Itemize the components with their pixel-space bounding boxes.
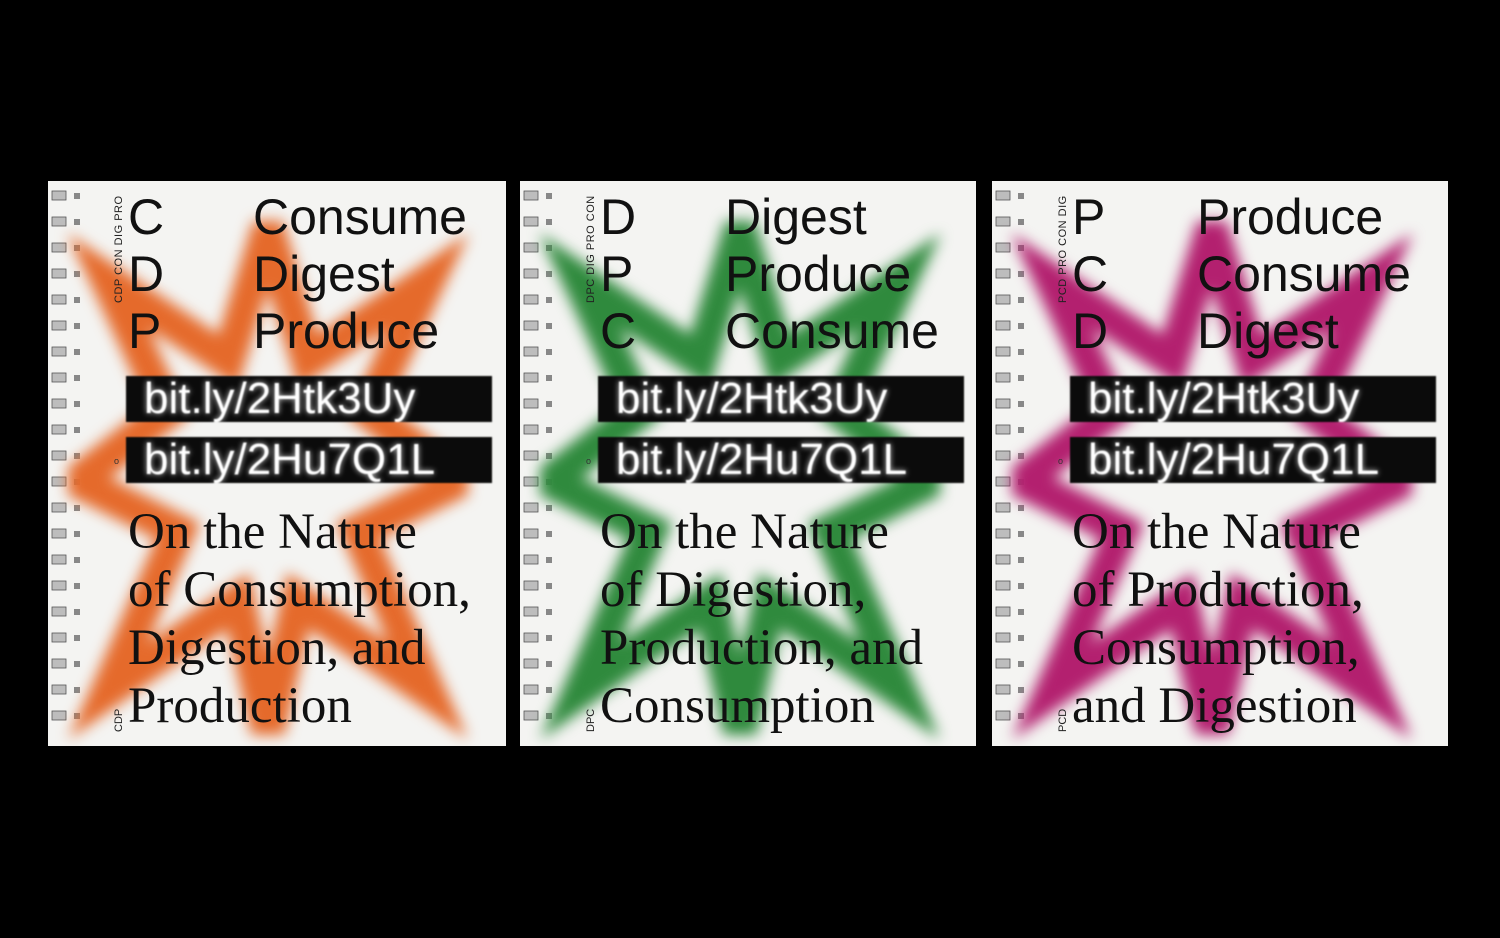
title-line: On the Nature <box>1072 504 1361 560</box>
starburst-shape <box>540 221 940 740</box>
title-line: On the Nature <box>128 504 417 560</box>
verb-word: Digest <box>253 246 395 302</box>
verb-list: Consume Digest Produce <box>253 189 467 360</box>
title-line: Consumption, <box>1072 620 1360 676</box>
cover-title: On the Nature of Digestion, Production, … <box>600 503 923 735</box>
verb-word: Consume <box>725 303 939 359</box>
short-link-2: bit.ly/2Hu7Q1L <box>598 437 964 483</box>
cover-title: On the Nature of Production, Consumption… <box>1072 503 1364 735</box>
verb-word: Consume <box>1197 246 1411 302</box>
verb-word: Produce <box>1197 189 1384 245</box>
title-line: of Digestion, <box>600 562 867 618</box>
spine-mark: o <box>114 456 120 466</box>
initial-letter: C <box>128 189 165 245</box>
booklet-cover-1: CDP CON DIG PRO o CDP C D P Consume Dige… <box>48 181 506 746</box>
spine-code-bottom: PCD <box>1057 708 1069 732</box>
initial-letters: P C D <box>1072 189 1108 360</box>
cover-title: On the Nature of Consumption, Digestion,… <box>128 503 471 735</box>
verb-list: Produce Consume Digest <box>1197 189 1411 360</box>
initial-letter: C <box>600 303 637 359</box>
title-line: of Production, <box>1072 562 1364 618</box>
short-link-1: bit.ly/2Htk3Uy <box>598 376 964 422</box>
booklet-cover-3: PCD PRO CON DIG o PCD P C D Produce Cons… <box>992 181 1448 746</box>
short-link-1: bit.ly/2Htk3Uy <box>1070 376 1436 422</box>
verb-word: Produce <box>253 303 440 359</box>
title-line: of Consumption, <box>128 562 471 618</box>
verb-word: Digest <box>1197 303 1339 359</box>
spine-mark: o <box>1058 456 1064 466</box>
spiral-binding <box>520 181 580 746</box>
spine-code-top: DPC DIG PRO CON <box>585 195 597 303</box>
verb-word: Produce <box>725 246 912 302</box>
initial-letter: D <box>1072 303 1109 359</box>
starburst-shape <box>1012 221 1412 740</box>
initial-letter: P <box>600 246 634 302</box>
title-line: Consumption <box>600 678 875 734</box>
short-link-2: bit.ly/2Hu7Q1L <box>1070 437 1436 483</box>
short-link-1: bit.ly/2Htk3Uy <box>126 376 492 422</box>
title-line: On the Nature <box>600 504 889 560</box>
initial-letters: C D P <box>128 189 164 360</box>
spine-mark: o <box>586 456 592 466</box>
spiral-binding <box>992 181 1052 746</box>
verb-word: Digest <box>725 189 867 245</box>
verb-word: Consume <box>253 189 467 245</box>
booklet-cover-2: DPC DIG PRO CON o DPC D P C Digest Produ… <box>520 181 976 746</box>
short-link-2: bit.ly/2Hu7Q1L <box>126 437 492 483</box>
title-line: Production, and <box>600 620 923 676</box>
initial-letter: D <box>128 246 165 302</box>
spine-code-bottom: DPC <box>585 708 597 732</box>
verb-list: Digest Produce Consume <box>725 189 939 360</box>
spine-code-top: CDP CON DIG PRO <box>113 195 125 303</box>
spine-code-top: PCD PRO CON DIG <box>1057 195 1069 303</box>
initial-letter: P <box>1072 189 1106 245</box>
starburst-shape <box>68 221 468 740</box>
initial-letters: D P C <box>600 189 636 360</box>
spine-code-bottom: CDP <box>113 708 125 732</box>
title-line: Digestion, and <box>128 620 426 676</box>
title-line: and Digestion <box>1072 678 1357 734</box>
initial-letter: C <box>1072 246 1109 302</box>
initial-letter: P <box>128 303 162 359</box>
initial-letter: D <box>600 189 637 245</box>
title-line: Production <box>128 678 352 734</box>
